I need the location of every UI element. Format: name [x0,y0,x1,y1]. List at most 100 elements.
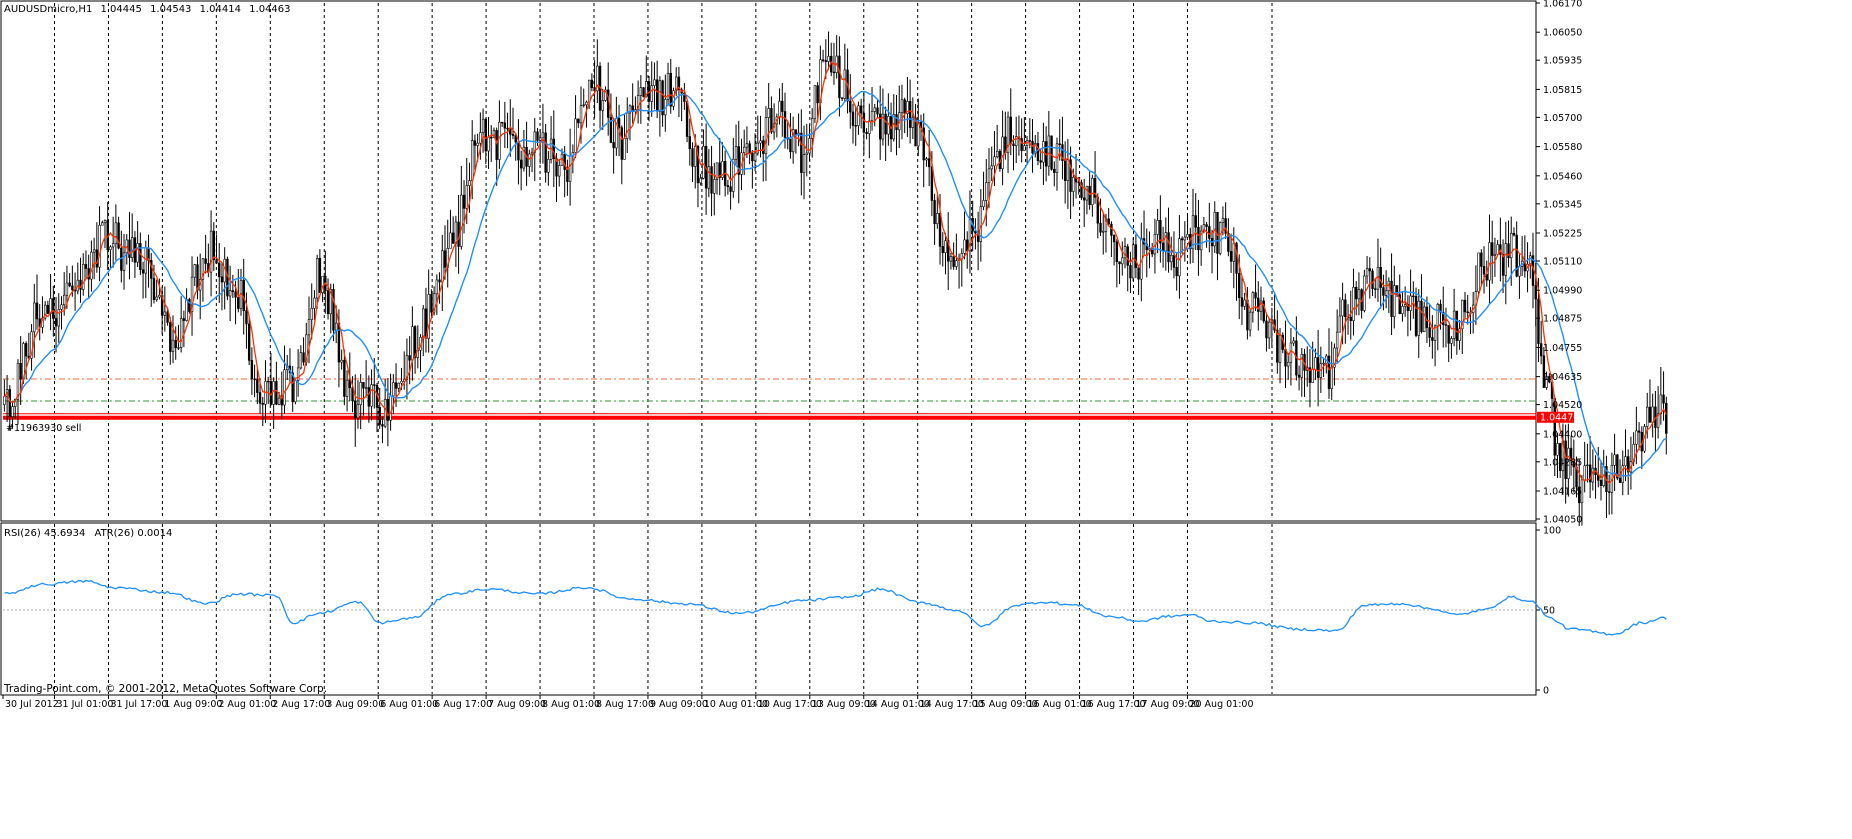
candle-body [1159,220,1162,244]
candle-body [430,294,433,313]
candle-body [1567,447,1570,479]
candle-body [930,166,934,201]
candle-body [1452,310,1456,339]
indicator-panel[interactable] [0,522,1537,696]
candle-body [1316,357,1320,378]
candle-body [699,177,702,184]
candle-body [245,310,248,325]
candle-body [946,240,950,262]
candle-body [495,130,498,160]
candle-body [321,275,324,293]
candle-body [1053,168,1056,173]
candle-body [604,89,607,101]
candle-body [1335,331,1339,349]
price-tick-label: 1.04400 [1543,429,1582,440]
candle-body [859,105,863,114]
price-axis: 1.06170 1.06050 1.05935 1.05815 1.05700 1.055… [1536,0,1582,526]
candle-body [443,250,447,268]
candle-body [884,113,887,135]
candle-body [639,87,643,96]
candle-body [993,156,996,167]
candle-body [215,259,218,264]
candle-body [1311,369,1314,383]
time-tick-label: 13 Aug 09:00 [812,699,876,710]
candle-body [57,308,60,327]
order-label[interactable]: #11963930 sell [6,423,81,434]
candle-body [1477,252,1480,292]
candle-body [52,298,55,319]
candle-body [46,304,50,314]
candle-body [1221,218,1225,223]
candle-body [683,92,686,102]
candle-body [468,180,471,186]
candle-body [870,111,874,122]
candle-body [1651,406,1654,423]
candle-body [1156,220,1159,235]
candle-body [688,136,692,149]
candle-body [1251,292,1255,313]
candle-body [296,367,300,381]
candle-body [1599,480,1603,487]
atr-value: ATR(26) 0.0014 [95,528,173,539]
candle-body [158,294,161,298]
candle-body [1493,253,1497,256]
candle-body [242,279,245,312]
candle-body [1613,454,1616,466]
candle-body [1020,138,1023,151]
candle-body [1365,268,1369,277]
candle-body [925,158,928,161]
candle-body [1463,299,1467,313]
time-tick-label: 31 Jul 01:00 [57,699,114,710]
candle-body [1102,230,1105,233]
candle-body [669,72,672,107]
candle-body [218,262,221,278]
candle-body [1393,285,1396,317]
candle-body [810,118,814,139]
candle-body [666,72,670,100]
candle-body [386,399,390,421]
candle-body [519,159,523,169]
candle-body [1131,244,1135,279]
candle-body [1569,447,1573,462]
candle-body [1461,299,1464,330]
candle-body [272,381,275,405]
candle-body [476,142,479,146]
candle-body [1238,273,1241,298]
candle-body [1123,246,1127,259]
candle-body [707,166,711,189]
candle-body [582,104,585,106]
candle-body [359,381,362,406]
open-price: 1.04445 [101,4,142,15]
candle-body [109,246,112,250]
candle-body [11,406,14,417]
candle-body [596,65,599,92]
candle-body [1069,159,1072,192]
candle-body [19,362,22,380]
low-price: 1.04414 [200,4,241,15]
candle-body [995,150,999,158]
candle-body [1172,255,1176,268]
candle-body [517,141,520,161]
candle-body [454,221,458,244]
candle-body [400,380,403,384]
high-price: 1.04543 [150,4,191,15]
candle-body [1088,185,1091,205]
time-tick-label: 10 Aug 17:00 [758,699,822,710]
candle-body [171,339,175,352]
candle-body [204,258,207,264]
candle-body [1330,367,1333,389]
candle-body [710,166,713,194]
candle-body [451,232,455,244]
candle-body [1137,267,1140,280]
candle-body [1480,252,1483,267]
candle-body [1248,311,1252,331]
candle-body [258,392,262,404]
candle-body [691,148,694,167]
candle-body [781,100,784,112]
candle-body [767,108,770,118]
candle-body [60,304,63,310]
candle-body [865,131,868,134]
candle-body [900,99,904,113]
